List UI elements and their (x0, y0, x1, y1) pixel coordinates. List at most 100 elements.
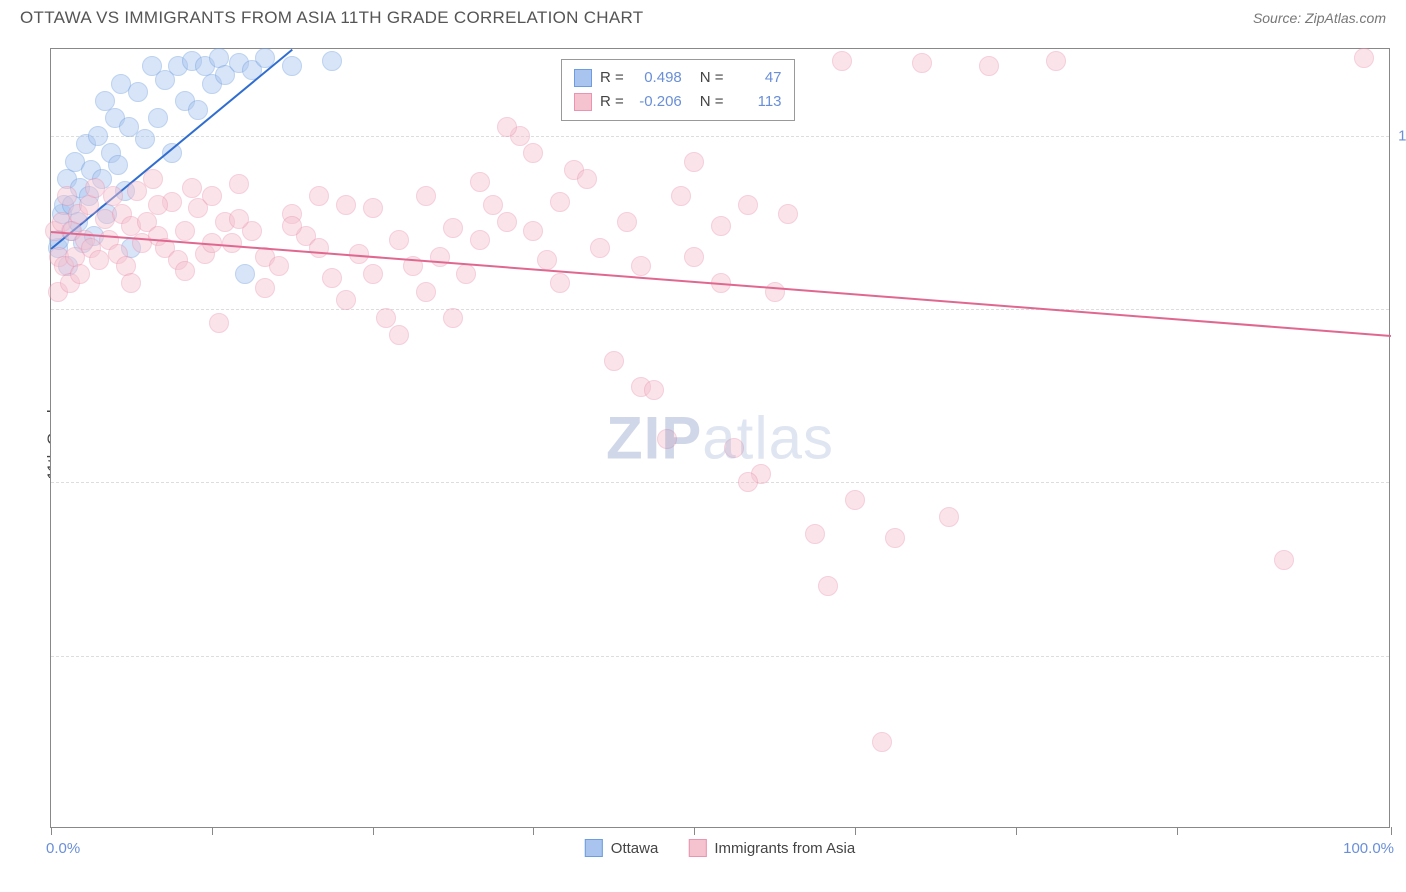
data-point (309, 238, 329, 258)
data-point (416, 282, 436, 302)
data-point (175, 261, 195, 281)
data-point (832, 51, 852, 71)
data-point (577, 169, 597, 189)
legend-row-immigrants: R = -0.206 N = 113 (574, 90, 782, 114)
data-point (872, 732, 892, 752)
data-point (148, 108, 168, 128)
data-point (89, 250, 109, 270)
trend-line (51, 231, 1391, 337)
chart-title: OTTAWA VS IMMIGRANTS FROM ASIA 11TH GRAD… (20, 8, 643, 28)
data-point (657, 429, 677, 449)
data-point (135, 129, 155, 149)
data-point (979, 56, 999, 76)
series-legend: Ottawa Immigrants from Asia (585, 839, 855, 857)
legend-item-immigrants: Immigrants from Asia (688, 839, 855, 857)
gridline (51, 309, 1389, 310)
data-point (1046, 51, 1066, 71)
data-point (282, 56, 302, 76)
data-point (376, 308, 396, 328)
data-point (778, 204, 798, 224)
data-point (470, 230, 490, 250)
data-point (88, 126, 108, 146)
data-point (363, 198, 383, 218)
x-tick (694, 827, 695, 835)
data-point (818, 576, 838, 596)
data-point (631, 256, 651, 276)
x-tick (212, 827, 213, 835)
data-point (845, 490, 865, 510)
data-point (724, 438, 744, 458)
data-point (523, 221, 543, 241)
x-tick (533, 827, 534, 835)
data-point (684, 152, 704, 172)
data-point (711, 216, 731, 236)
data-point (550, 273, 570, 293)
data-point (443, 308, 463, 328)
data-point (416, 186, 436, 206)
data-point (108, 155, 128, 175)
data-point (389, 230, 409, 250)
data-point (143, 169, 163, 189)
x-axis-min-label: 0.0% (46, 840, 80, 857)
data-point (738, 195, 758, 215)
data-point (222, 233, 242, 253)
data-point (148, 195, 168, 215)
data-point (939, 507, 959, 527)
legend-row-ottawa: R = 0.498 N = 47 (574, 66, 782, 90)
data-point (738, 472, 758, 492)
x-axis-max-label: 100.0% (1343, 840, 1394, 857)
legend-swatch-icon (585, 839, 603, 857)
data-point (550, 192, 570, 212)
data-point (1274, 550, 1294, 570)
stats-legend: R = 0.498 N = 47 R = -0.206 N = 113 (561, 59, 795, 121)
legend-swatch-ottawa (574, 69, 592, 87)
data-point (456, 264, 476, 284)
data-point (497, 212, 517, 232)
chart-plot-area: 70.0%80.0%90.0%100.0% ZIPatlas R = 0.498… (50, 48, 1390, 828)
data-point (765, 282, 785, 302)
data-point (235, 264, 255, 284)
data-point (430, 247, 450, 267)
data-point (282, 216, 302, 236)
legend-item-ottawa: Ottawa (585, 839, 659, 857)
data-point (322, 51, 342, 71)
data-point (537, 250, 557, 270)
x-tick (1177, 827, 1178, 835)
x-tick (855, 827, 856, 835)
data-point (70, 264, 90, 284)
data-point (336, 290, 356, 310)
x-tick (1016, 827, 1017, 835)
legend-swatch-immigrants (574, 93, 592, 111)
data-point (322, 268, 342, 288)
data-point (175, 221, 195, 241)
x-tick (373, 827, 374, 835)
data-point (229, 174, 249, 194)
data-point (443, 218, 463, 238)
data-point (229, 209, 249, 229)
data-point (363, 264, 383, 284)
gridline (51, 136, 1389, 137)
data-point (255, 278, 275, 298)
data-point (389, 325, 409, 345)
x-tick (51, 827, 52, 835)
data-point (1354, 48, 1374, 68)
data-point (470, 172, 490, 192)
data-point (202, 186, 222, 206)
data-point (483, 195, 503, 215)
data-point (590, 238, 610, 258)
data-point (497, 117, 517, 137)
data-point (188, 100, 208, 120)
gridline (51, 656, 1389, 657)
legend-swatch-icon (688, 839, 706, 857)
data-point (182, 178, 202, 198)
gridline (51, 482, 1389, 483)
data-point (912, 53, 932, 73)
data-point (644, 380, 664, 400)
data-point (309, 186, 329, 206)
y-tick-label: 100.0% (1398, 127, 1406, 144)
data-point (805, 524, 825, 544)
data-point (604, 351, 624, 371)
data-point (128, 82, 148, 102)
source-attribution: Source: ZipAtlas.com (1253, 10, 1386, 26)
data-point (617, 212, 637, 232)
